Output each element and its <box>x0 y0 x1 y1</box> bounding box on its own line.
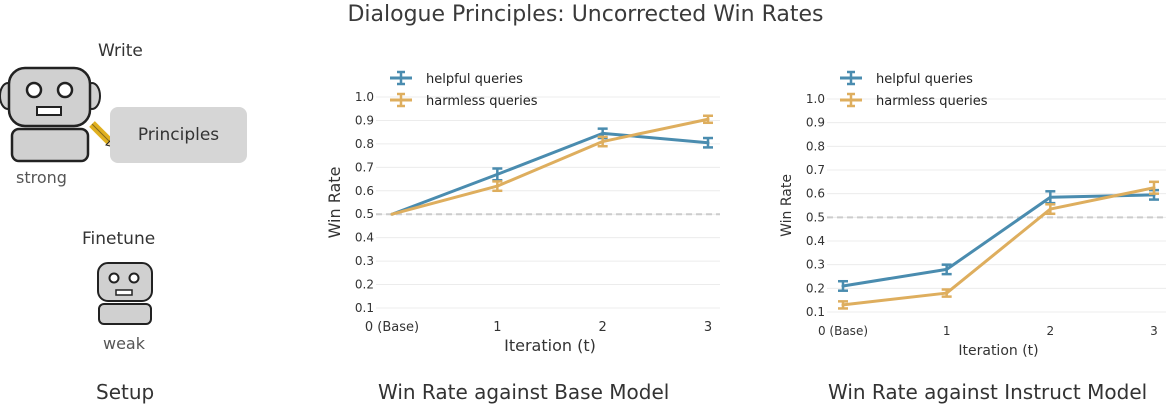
data-point <box>841 284 845 288</box>
legend-label: harmless queries <box>426 94 538 109</box>
weak-label: weak <box>103 334 145 353</box>
finetune-label: Finetune <box>82 229 156 249</box>
y-tick-label: 0.7 <box>806 163 825 177</box>
x-axis-label: Iteration (t) <box>504 336 596 355</box>
y-tick-label: 0.7 <box>355 160 374 174</box>
x-tick-label: 2 <box>599 320 607 335</box>
y-axis-label: Win Rate <box>779 174 795 237</box>
y-tick-label: 0.4 <box>806 234 825 248</box>
weak-robot-icon <box>97 262 153 325</box>
x-tick-label: 3 <box>704 320 712 335</box>
y-tick-label: 0.2 <box>355 278 374 292</box>
x-tick-label: 0 (Base) <box>365 320 419 335</box>
y-tick-label: 0.3 <box>806 258 825 272</box>
x-tick-label: 0 (Base) <box>818 324 868 338</box>
chart-base-model: 0.1 0.2 0.3 0.4 0.5 0.6 0.7 0.8 0.9 1.0 0 (Base) 1 2… <box>325 70 720 355</box>
data-point <box>1048 195 1052 199</box>
y-tick-label: 0.5 <box>806 210 825 224</box>
chart-instruct-model: 0.1 0.2 0.3 0.4 0.5 0.6 0.7 0.8 0.9 1.0 0 (Base) 1 2… <box>779 70 1166 359</box>
setup-caption: Setup <box>96 380 155 404</box>
y-tick-label: 0.5 <box>355 207 374 221</box>
data-point <box>706 141 710 145</box>
data-point <box>1048 207 1052 211</box>
x-axis-label: Iteration (t) <box>958 343 1038 359</box>
y-tick-label: 0.8 <box>806 139 825 153</box>
x-tick-label: 1 <box>493 320 501 335</box>
x-tick-label: 2 <box>1047 324 1055 338</box>
write-label: Write <box>98 41 143 61</box>
y-tick-label: 0.1 <box>806 305 825 319</box>
y-axis-label: Win Rate <box>325 167 344 239</box>
series-line-harmless <box>842 186 1155 307</box>
y-tick-label: 0.6 <box>355 184 374 198</box>
y-tick-label: 0.2 <box>806 281 825 295</box>
y-tick-label: 0.6 <box>806 187 825 201</box>
data-point <box>1152 186 1156 190</box>
strong-robot-icon <box>0 66 119 163</box>
data-point <box>601 140 605 144</box>
series-line-helpful <box>391 131 709 216</box>
y-tick-label: 0.8 <box>355 137 374 151</box>
y-tick-label: 1.0 <box>355 90 374 104</box>
y-tick-label: 0.3 <box>355 254 374 268</box>
series-line-helpful <box>842 193 1155 288</box>
data-point <box>495 172 499 176</box>
y-tick-label: 0.4 <box>355 231 374 245</box>
principles-box: Principles <box>110 107 247 163</box>
legend-label: helpful queries <box>426 72 523 87</box>
data-point <box>390 212 394 216</box>
series-line-harmless <box>391 117 709 216</box>
x-tick-label: 3 <box>1150 324 1158 338</box>
x-tick-label: 1 <box>943 324 951 338</box>
data-point <box>945 267 949 271</box>
y-tick-label: 0.9 <box>806 116 825 130</box>
data-point <box>601 131 605 135</box>
data-point <box>945 291 949 295</box>
y-tick-label: 0.1 <box>355 301 374 315</box>
legend-label: helpful queries <box>876 72 973 87</box>
strong-label: strong <box>16 168 67 187</box>
data-point <box>706 117 710 121</box>
chart-instruct-caption: Win Rate against Instruct Model <box>828 380 1148 404</box>
legend-label: harmless queries <box>876 94 988 109</box>
data-point <box>495 184 499 188</box>
y-tick-label: 1.0 <box>806 92 825 106</box>
figure-title: Dialogue Principles: Uncorrected Win Rat… <box>347 2 824 27</box>
y-tick-label: 0.9 <box>355 113 374 127</box>
data-point <box>841 303 845 307</box>
chart-base-caption: Win Rate against Base Model <box>378 380 670 404</box>
